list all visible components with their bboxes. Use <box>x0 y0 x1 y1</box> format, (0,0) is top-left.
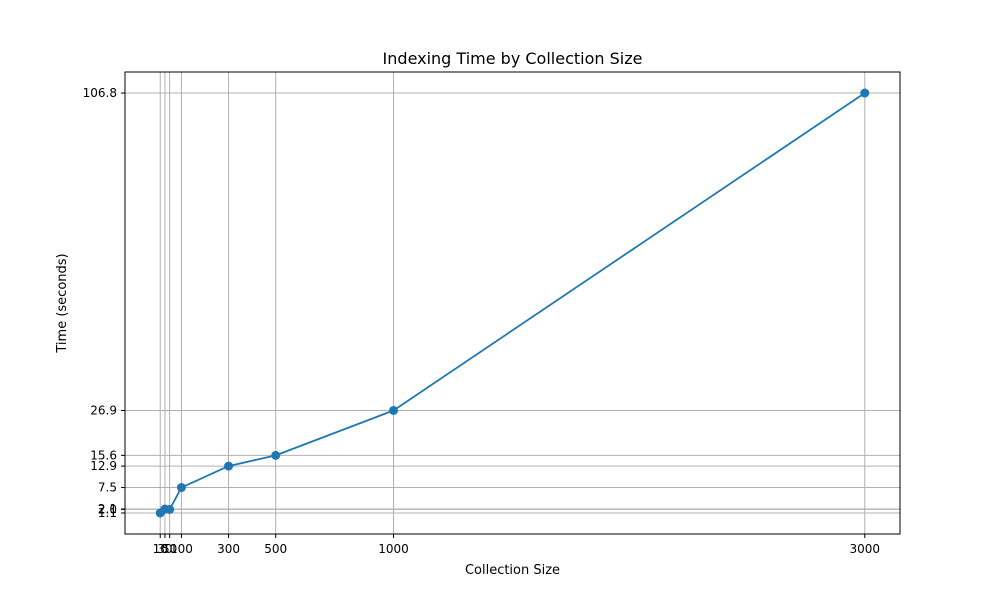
x-tick-label: 30 <box>157 542 172 556</box>
chart-title: Indexing Time by Collection Size <box>383 49 643 68</box>
data-point <box>860 88 870 98</box>
x-tick-label: 10 <box>153 542 168 556</box>
y-tick-label: 1.1 <box>98 506 117 520</box>
y-axis-ticks: 1.12.02.1 7.5 12.915.6 26.9 106.8 <box>83 86 125 520</box>
grid-layer <box>125 72 900 534</box>
y-tick-label: 2.1 <box>98 502 117 516</box>
x-tick-label: 50 <box>162 542 177 556</box>
data-point <box>271 450 281 460</box>
y-axis-label: Time (seconds) <box>55 253 70 353</box>
data-point <box>389 405 399 415</box>
y-tick-label: 26.9 <box>90 403 117 417</box>
x-tick-label: 3000 <box>849 542 880 556</box>
x-tick-label: 300 <box>217 542 240 556</box>
x-tick-label: 1000 <box>378 542 409 556</box>
plot-frame <box>124 71 901 535</box>
x-axis-label: Collection Size <box>465 563 560 578</box>
y-tick-label: 106.8 <box>83 86 117 100</box>
data-point <box>224 461 234 471</box>
marker-layer <box>155 88 870 518</box>
x-tick-label: 100 <box>170 542 193 556</box>
y-tick-label: 12.9 <box>90 459 117 473</box>
x-tick-label: 500 <box>264 542 287 556</box>
y-tick-label: 15.6 <box>90 448 117 462</box>
data-point <box>176 483 186 493</box>
data-point <box>165 504 175 514</box>
y-tick-label: 7.5 <box>98 481 117 495</box>
y-tick-label: 2.0 <box>98 502 117 516</box>
